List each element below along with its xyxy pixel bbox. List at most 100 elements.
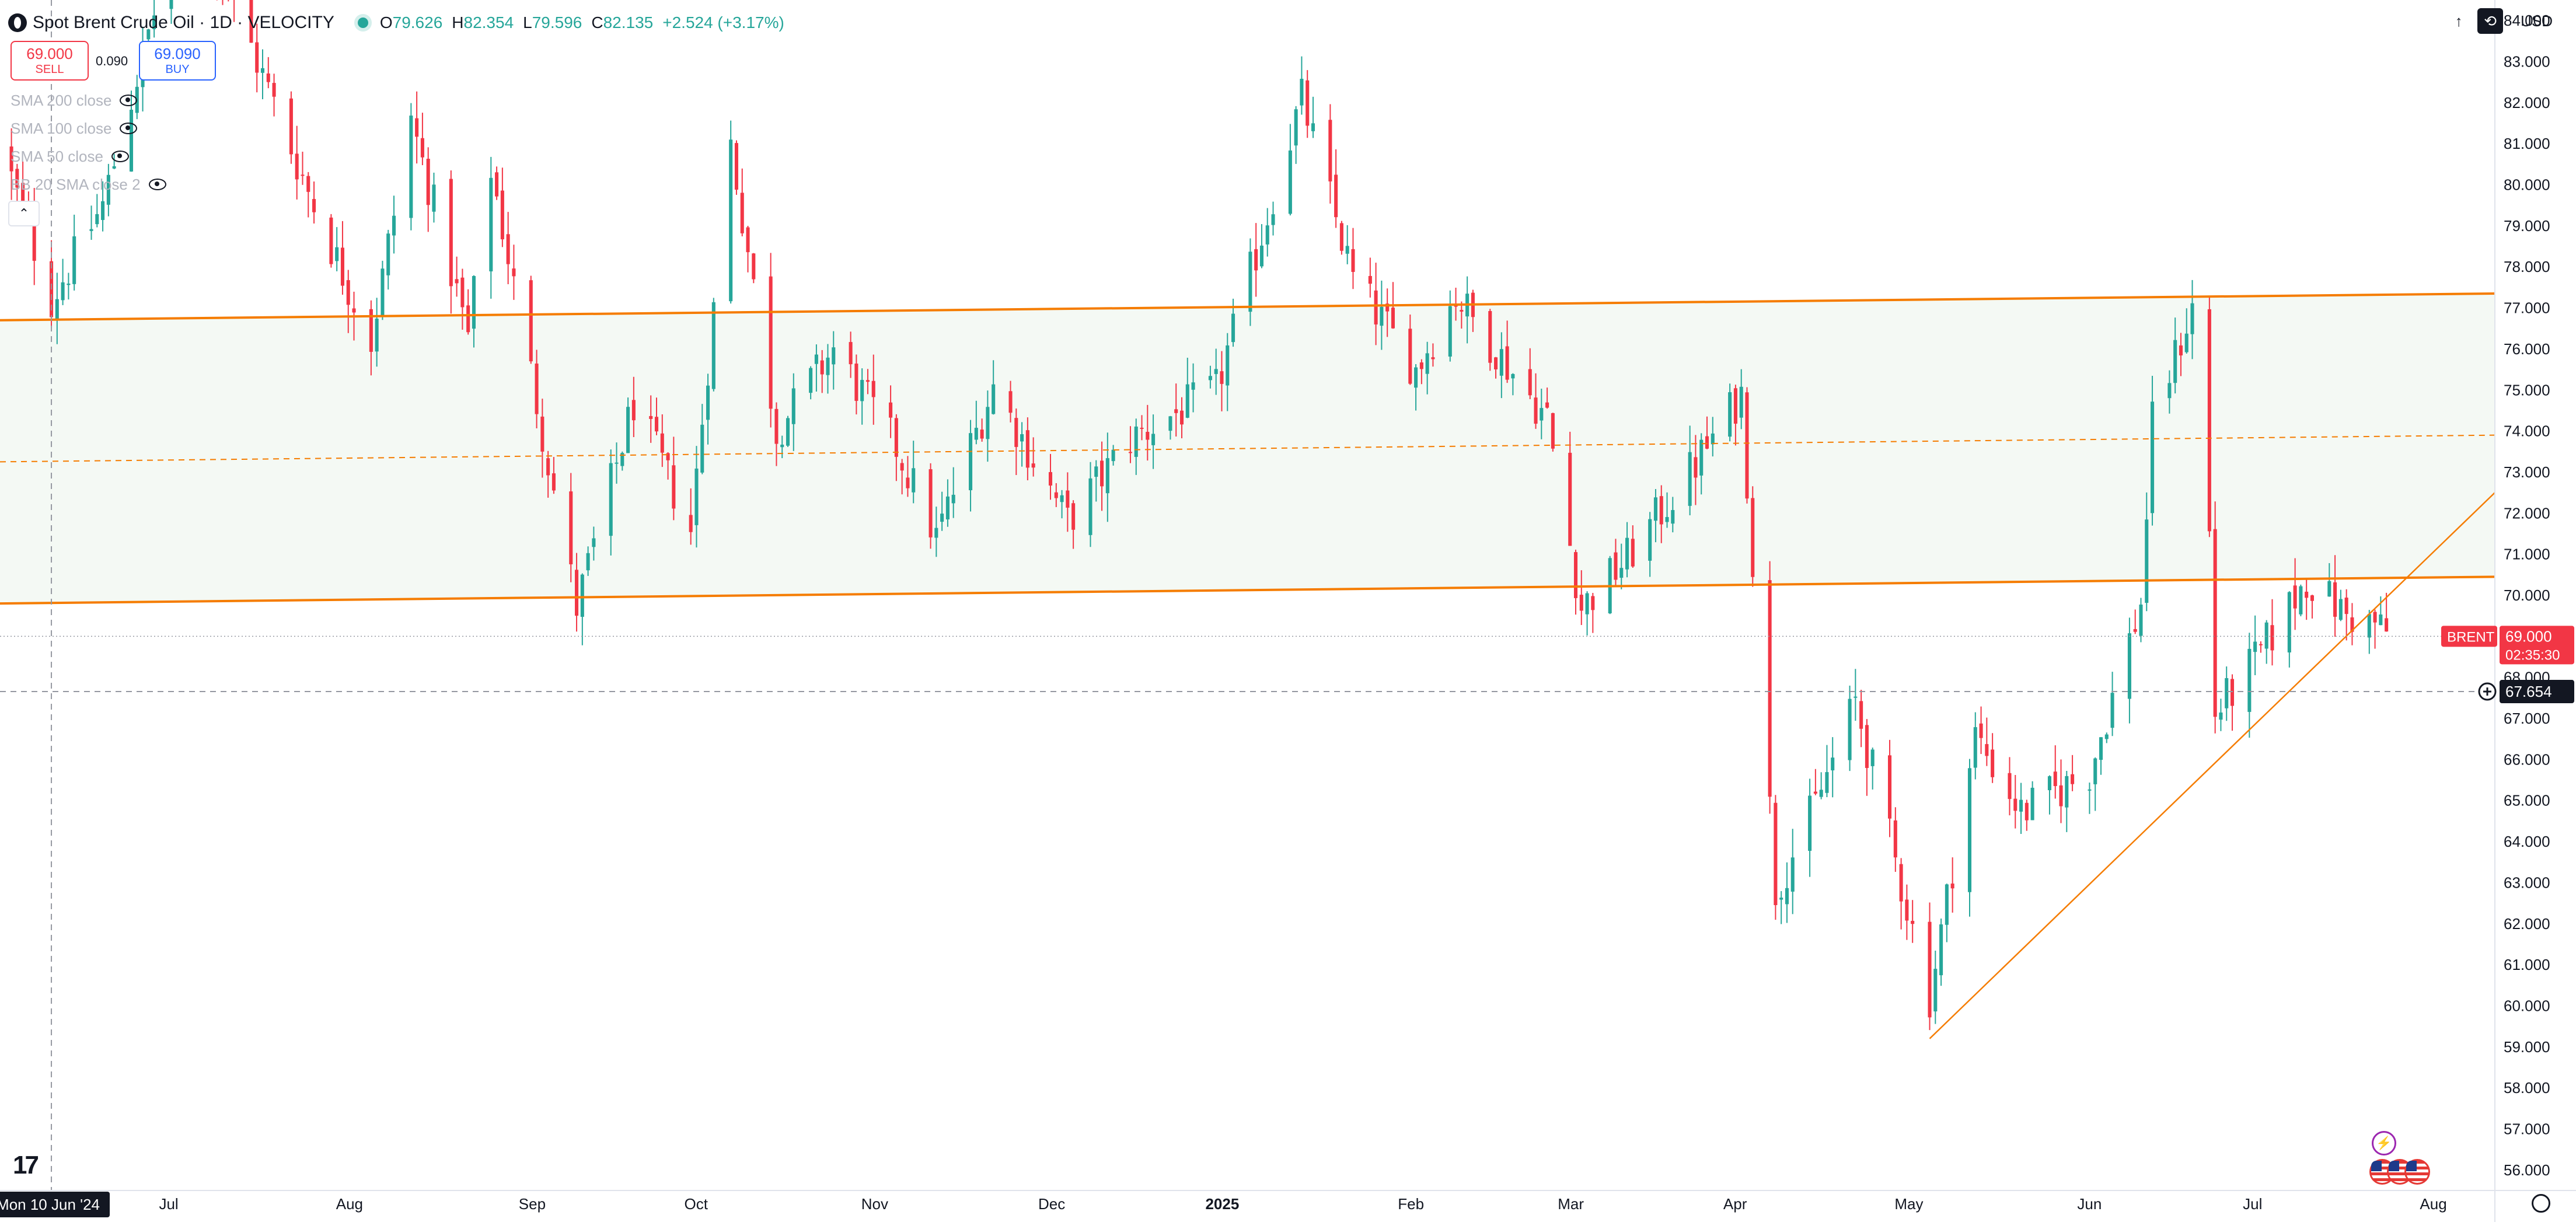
candle-body bbox=[1745, 392, 1749, 499]
candle-body bbox=[1808, 795, 1812, 851]
change-value: +2.524 (+3.17%) bbox=[662, 13, 784, 32]
auto-scale-icon[interactable]: ⟲ bbox=[2477, 8, 2504, 34]
candle-body bbox=[1191, 382, 1195, 390]
candle-body bbox=[1911, 920, 1915, 924]
hidden-eye-icon[interactable] bbox=[111, 151, 129, 162]
candle-body bbox=[369, 309, 373, 352]
candle-body bbox=[2151, 401, 2155, 514]
candle-body bbox=[2088, 789, 2092, 791]
collapse-legend-button[interactable]: ⌃ bbox=[8, 201, 40, 226]
price-tick-label: 76.000 bbox=[2504, 340, 2550, 358]
candle-body bbox=[1020, 434, 1024, 442]
candle-body bbox=[1111, 449, 1115, 462]
candle-body bbox=[1499, 349, 1503, 376]
price-tick-label: 60.000 bbox=[2504, 997, 2550, 1014]
candle-body bbox=[865, 380, 870, 382]
tradingview-logo[interactable]: 17 bbox=[13, 1151, 39, 1179]
time-tick-label: Dec bbox=[1038, 1195, 1065, 1213]
symbol-tag-bg bbox=[2441, 626, 2497, 647]
candle-body bbox=[455, 279, 459, 284]
time-tick-label: Jul bbox=[2243, 1195, 2262, 1213]
candle-body bbox=[1488, 310, 1492, 363]
hidden-eye-icon[interactable] bbox=[148, 179, 166, 190]
indicator-row[interactable]: BB 20 SMA close 2 bbox=[11, 170, 166, 198]
candle-body bbox=[1825, 772, 1829, 793]
candle-body bbox=[301, 174, 305, 176]
candle-body bbox=[986, 407, 990, 439]
indicator-row[interactable]: SMA 200 close bbox=[11, 86, 166, 114]
candle-body bbox=[272, 83, 276, 97]
candle-body bbox=[2093, 758, 2097, 784]
candle-body bbox=[889, 402, 893, 418]
candle-body bbox=[649, 416, 653, 419]
candle-body bbox=[1414, 367, 1418, 388]
candle-body bbox=[2230, 679, 2235, 706]
indicator-row[interactable]: SMA 50 close bbox=[11, 142, 166, 170]
gear-icon[interactable] bbox=[2532, 1194, 2550, 1213]
price-tick-label: 73.000 bbox=[2504, 463, 2550, 481]
candle-body bbox=[1545, 402, 1549, 408]
symbol-title[interactable]: Spot Brent Crude Oil · 1D · VELOCITY bbox=[33, 13, 334, 32]
candle-body bbox=[1648, 519, 1652, 561]
candle-body bbox=[1311, 123, 1315, 131]
candle-body bbox=[1573, 552, 1578, 598]
candle-body bbox=[575, 570, 579, 616]
candle-body bbox=[2350, 617, 2354, 632]
lightning-icon[interactable]: ⚡ bbox=[2372, 1131, 2396, 1155]
price-tick-label: 80.000 bbox=[2504, 176, 2550, 194]
candle-body bbox=[2019, 799, 2023, 812]
candle-body bbox=[1905, 899, 1909, 921]
crosshair-date-tag-bg bbox=[0, 1192, 110, 1217]
buy-button[interactable]: 69.090 BUY bbox=[139, 41, 216, 81]
candle-body bbox=[1728, 392, 1732, 437]
candle-body bbox=[1888, 755, 1892, 819]
candle-body bbox=[500, 190, 504, 240]
hidden-eye-icon[interactable] bbox=[120, 95, 138, 106]
candle-body bbox=[426, 159, 430, 205]
candle-body bbox=[1179, 410, 1184, 425]
price-tick-label: 56.000 bbox=[2504, 1161, 2550, 1179]
close-label: C bbox=[591, 13, 603, 32]
candle-body bbox=[1699, 439, 1704, 476]
candle-body bbox=[1819, 790, 1823, 797]
candle-body bbox=[1014, 418, 1018, 447]
candle-body bbox=[1865, 725, 1869, 769]
candle-body bbox=[1060, 495, 1064, 502]
candle-body bbox=[854, 364, 858, 401]
candle-body bbox=[460, 277, 465, 308]
candle-body bbox=[1854, 696, 1858, 698]
us-flag-icon[interactable] bbox=[2404, 1159, 2430, 1185]
candle-body bbox=[1288, 150, 1292, 214]
indicator-row[interactable]: SMA 100 close bbox=[11, 114, 166, 142]
price-tick-label: 64.000 bbox=[2504, 833, 2550, 850]
sell-button[interactable]: 69.000 SELL bbox=[11, 41, 89, 81]
candle-body bbox=[67, 284, 71, 285]
buy-label: BUY bbox=[165, 63, 190, 76]
indicator-label: SMA 100 close bbox=[11, 119, 112, 137]
candle-body bbox=[449, 179, 453, 287]
candle-body bbox=[266, 73, 270, 82]
candle-body bbox=[55, 299, 59, 319]
ohlc-readout: O79.626 H82.354 L79.596 C82.135 +2.524 (… bbox=[380, 13, 784, 32]
scroll-up-arrow-icon[interactable]: ↑ bbox=[2455, 12, 2463, 30]
candle-body bbox=[1380, 306, 1384, 326]
hidden-eye-icon[interactable] bbox=[120, 123, 138, 134]
candle-body bbox=[529, 280, 533, 362]
candle-body bbox=[1448, 306, 1452, 357]
time-tick-label: Oct bbox=[684, 1195, 708, 1213]
candle-body bbox=[306, 176, 310, 192]
candle-body bbox=[9, 146, 13, 172]
candle-body bbox=[746, 227, 750, 253]
candle-body bbox=[1790, 857, 1795, 892]
candle-body bbox=[2259, 644, 2263, 645]
channel-lower-line bbox=[0, 575, 2495, 605]
currency-selector[interactable]: USD bbox=[2521, 12, 2553, 30]
indicator-label: SMA 200 close bbox=[11, 91, 112, 109]
price-tick-label: 79.000 bbox=[2504, 217, 2550, 235]
candle-body bbox=[466, 305, 470, 333]
candle-body bbox=[409, 116, 413, 218]
candle-body bbox=[615, 462, 619, 464]
candle-body bbox=[1300, 79, 1304, 106]
candle-body bbox=[740, 193, 744, 233]
